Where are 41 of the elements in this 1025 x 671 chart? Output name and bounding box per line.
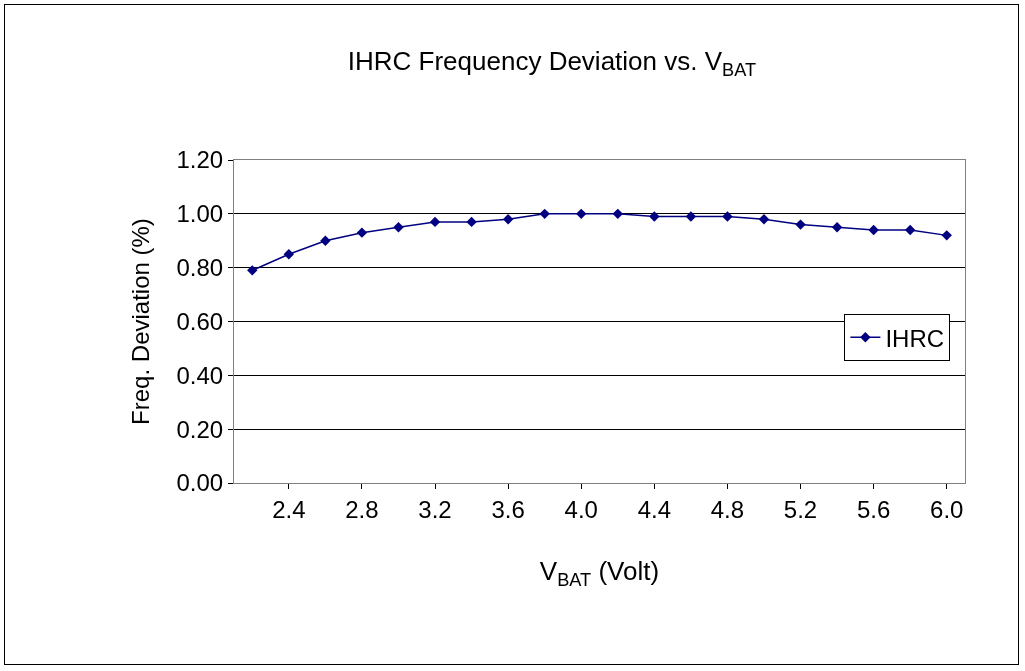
y-tick-label: 0.80 xyxy=(176,254,224,282)
point xyxy=(502,214,514,225)
point xyxy=(795,219,806,230)
x-tick-label: 3.2 xyxy=(418,495,452,523)
point xyxy=(576,208,587,220)
point xyxy=(429,216,441,228)
point xyxy=(722,211,733,222)
x-tick-label: 4.0 xyxy=(564,495,598,523)
x-tick-label: 5.6 xyxy=(856,495,891,523)
point xyxy=(539,208,550,220)
point xyxy=(831,222,843,233)
point xyxy=(283,249,295,260)
y-axis-title: Freq. Deviation (%) xyxy=(126,218,154,425)
point xyxy=(904,224,916,236)
y-tick-label: 0.60 xyxy=(176,307,224,335)
x-axis-title: V$_{BAT}$ (Volt) xyxy=(539,556,660,590)
point xyxy=(941,230,952,241)
x-tick-label: 5.2 xyxy=(783,495,818,523)
point xyxy=(758,214,770,225)
point xyxy=(649,211,660,222)
point xyxy=(466,216,477,228)
point xyxy=(612,208,623,220)
x-tick-label: 2.4 xyxy=(272,495,306,523)
point xyxy=(356,227,368,238)
y-tick-label: 0.00 xyxy=(176,469,224,497)
y-tick-label: 0.40 xyxy=(176,361,224,389)
point xyxy=(320,235,331,246)
x-tick-label: 2.8 xyxy=(345,495,379,523)
y-tick-label: 1.00 xyxy=(176,200,224,228)
point xyxy=(685,211,697,222)
x-tick-label: 4.4 xyxy=(637,495,672,523)
point xyxy=(247,265,258,276)
x-tick-label: 4.8 xyxy=(710,495,745,523)
point xyxy=(868,224,879,236)
legend-label: IHRC xyxy=(885,324,945,352)
chart-title: IHRC Frequency Deviation vs. V$_{BAT}$ xyxy=(347,46,757,80)
point xyxy=(393,222,404,233)
y-tick-label: 1.20 xyxy=(176,146,224,174)
x-tick-label: 3.6 xyxy=(491,495,525,523)
y-tick-label: 0.20 xyxy=(176,415,224,443)
x-tick-label: 6.0 xyxy=(930,495,964,523)
